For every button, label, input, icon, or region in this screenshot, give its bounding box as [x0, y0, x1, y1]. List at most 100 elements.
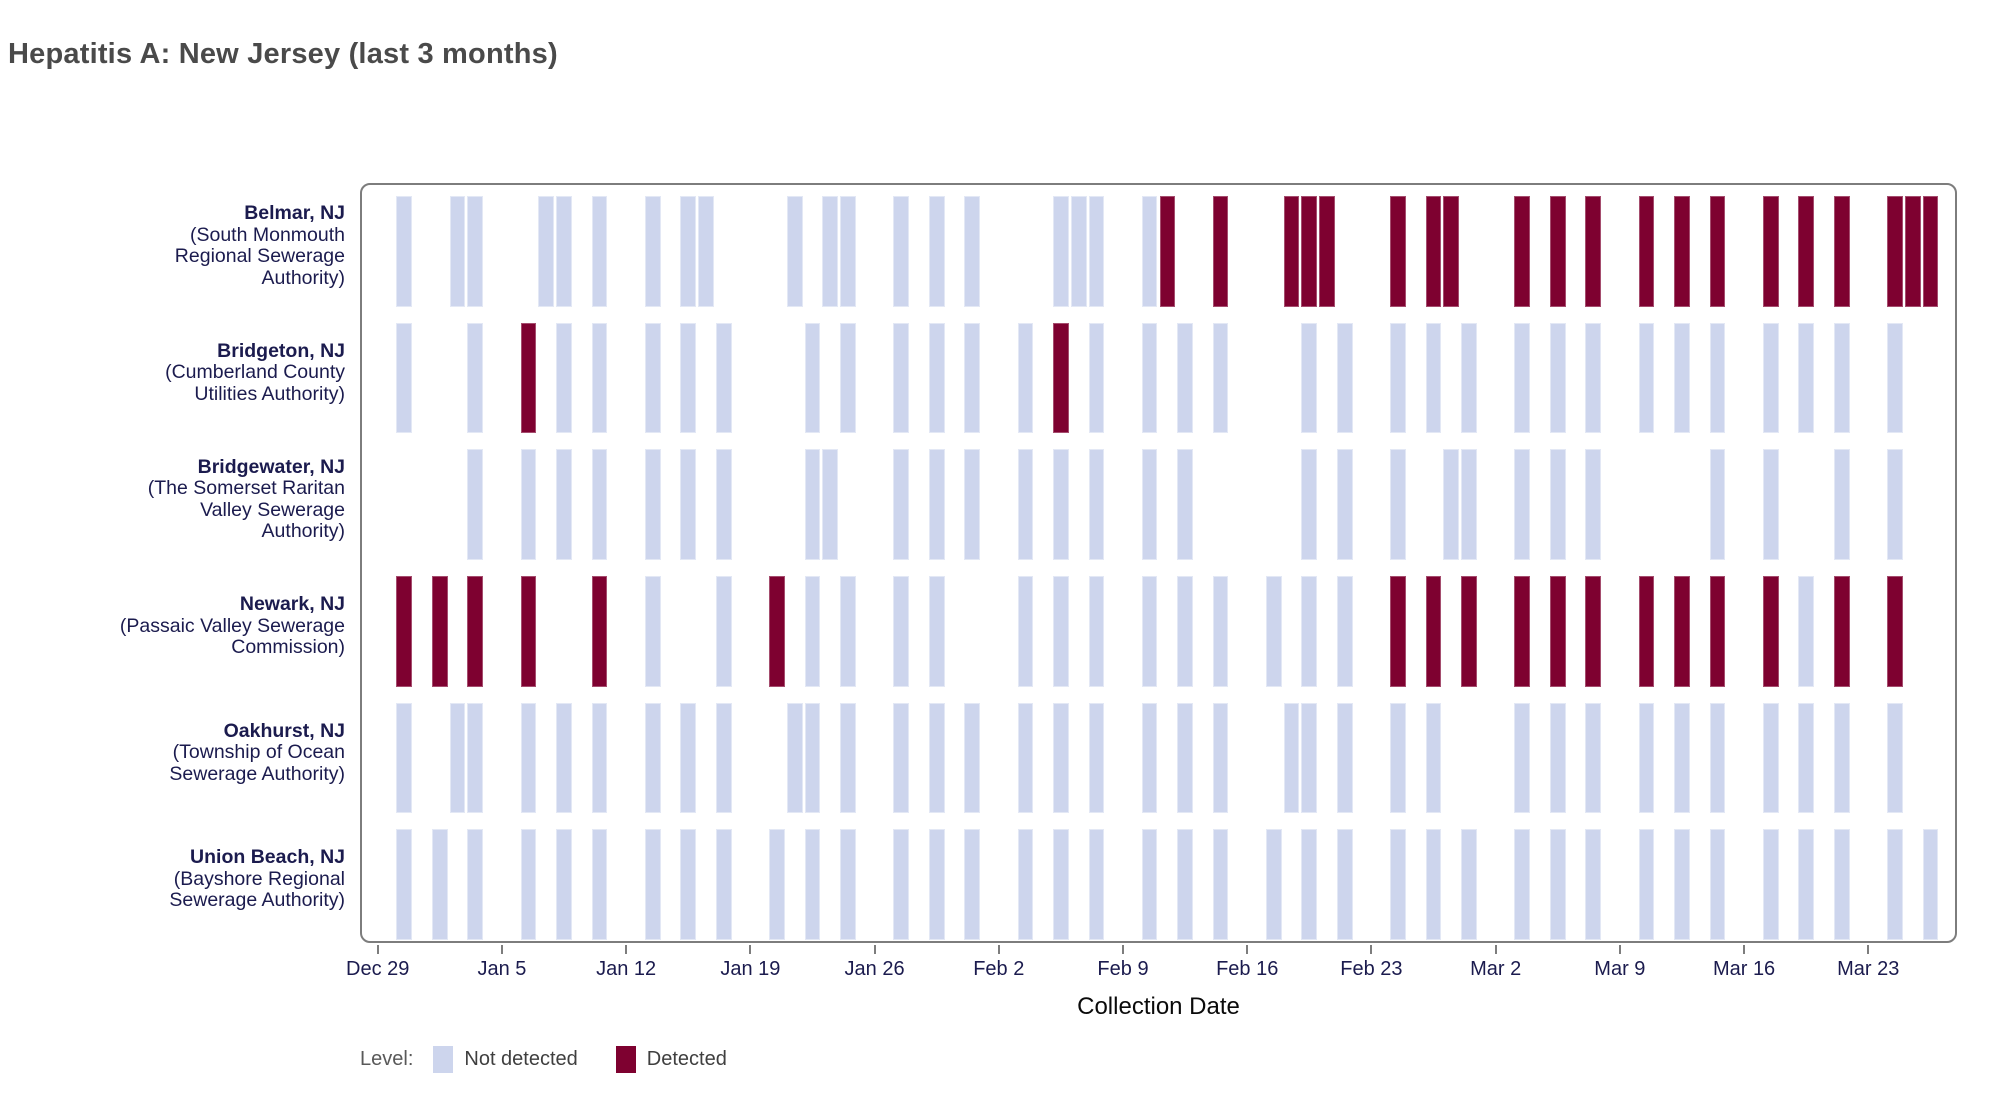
sample-tile[interactable]	[520, 829, 537, 940]
sample-tile[interactable]	[1922, 196, 1939, 307]
sample-tile[interactable]	[556, 322, 572, 434]
sample-tile[interactable]	[1053, 449, 1069, 560]
sample-tile[interactable]	[804, 829, 821, 940]
sample-tile[interactable]	[1017, 449, 1034, 560]
sample-tile[interactable]	[769, 829, 785, 940]
sample-tile[interactable]	[1177, 322, 1193, 434]
sample-tile[interactable]	[644, 196, 661, 307]
sample-tile[interactable]	[1585, 829, 1602, 940]
sample-tile[interactable]	[644, 576, 661, 687]
sample-tile[interactable]	[1390, 196, 1406, 307]
sample-tile[interactable]	[1549, 829, 1566, 940]
sample-tile[interactable]	[1674, 576, 1690, 687]
sample-tile[interactable]	[822, 196, 839, 307]
sample-tile[interactable]	[1762, 576, 1779, 687]
sample-tile[interactable]	[591, 702, 608, 814]
sample-tile[interactable]	[1887, 322, 1903, 434]
sample-tile[interactable]	[1301, 576, 1318, 687]
sample-tile[interactable]	[964, 196, 981, 307]
sample-tile[interactable]	[556, 829, 572, 940]
sample-tile[interactable]	[1461, 829, 1477, 940]
sample-tile[interactable]	[1887, 702, 1903, 814]
sample-tile[interactable]	[1212, 702, 1229, 814]
sample-tile[interactable]	[644, 322, 661, 434]
sample-tile[interactable]	[520, 702, 537, 814]
sample-tile[interactable]	[1070, 196, 1087, 307]
sample-tile[interactable]	[1887, 829, 1903, 940]
sample-tile[interactable]	[1336, 449, 1353, 560]
sample-tile[interactable]	[467, 322, 484, 434]
sample-tile[interactable]	[928, 576, 945, 687]
sample-tile[interactable]	[556, 449, 572, 560]
sample-tile[interactable]	[928, 829, 945, 940]
sample-tile[interactable]	[1088, 196, 1105, 307]
sample-tile[interactable]	[715, 702, 732, 814]
sample-tile[interactable]	[538, 196, 555, 307]
sample-tile[interactable]	[556, 702, 572, 814]
sample-tile[interactable]	[1887, 449, 1903, 560]
sample-tile[interactable]	[1141, 322, 1158, 434]
sample-tile[interactable]	[1904, 196, 1921, 307]
sample-tile[interactable]	[1390, 829, 1406, 940]
sample-tile[interactable]	[1674, 196, 1690, 307]
sample-tile[interactable]	[1141, 576, 1158, 687]
sample-tile[interactable]	[1053, 322, 1069, 434]
sample-tile[interactable]	[1833, 322, 1850, 434]
sample-tile[interactable]	[964, 449, 981, 560]
sample-tile[interactable]	[928, 196, 945, 307]
sample-tile[interactable]	[1212, 576, 1229, 687]
sample-tile[interactable]	[1887, 576, 1903, 687]
sample-tile[interactable]	[1549, 322, 1566, 434]
sample-tile[interactable]	[1177, 829, 1193, 940]
sample-tile[interactable]	[396, 576, 413, 687]
sample-tile[interactable]	[1709, 449, 1726, 560]
sample-tile[interactable]	[520, 576, 537, 687]
sample-tile[interactable]	[1088, 829, 1105, 940]
sample-tile[interactable]	[591, 322, 608, 434]
sample-tile[interactable]	[1301, 449, 1318, 560]
sample-tile[interactable]	[1461, 322, 1477, 434]
sample-tile[interactable]	[1549, 449, 1566, 560]
sample-tile[interactable]	[680, 702, 697, 814]
sample-tile[interactable]	[1301, 322, 1318, 434]
sample-tile[interactable]	[928, 702, 945, 814]
sample-tile[interactable]	[1053, 576, 1069, 687]
sample-tile[interactable]	[1762, 449, 1779, 560]
sample-tile[interactable]	[396, 196, 413, 307]
sample-tile[interactable]	[804, 322, 821, 434]
sample-tile[interactable]	[1514, 322, 1531, 434]
sample-tile[interactable]	[1762, 702, 1779, 814]
sample-tile[interactable]	[431, 829, 448, 940]
sample-tile[interactable]	[1336, 576, 1353, 687]
sample-tile[interactable]	[786, 196, 803, 307]
sample-tile[interactable]	[1265, 829, 1282, 940]
sample-tile[interactable]	[893, 322, 910, 434]
sample-tile[interactable]	[1301, 196, 1318, 307]
sample-tile[interactable]	[1336, 829, 1353, 940]
sample-tile[interactable]	[804, 576, 821, 687]
sample-tile[interactable]	[1461, 449, 1477, 560]
sample-tile[interactable]	[1141, 829, 1158, 940]
sample-tile[interactable]	[1177, 576, 1193, 687]
sample-tile[interactable]	[1514, 702, 1531, 814]
sample-tile[interactable]	[964, 829, 981, 940]
sample-tile[interactable]	[467, 576, 484, 687]
sample-tile[interactable]	[1301, 702, 1318, 814]
sample-tile[interactable]	[1585, 702, 1602, 814]
sample-tile[interactable]	[1141, 196, 1158, 307]
sample-tile[interactable]	[1638, 196, 1655, 307]
sample-tile[interactable]	[644, 829, 661, 940]
sample-tile[interactable]	[1177, 449, 1193, 560]
sample-tile[interactable]	[1585, 322, 1602, 434]
sample-tile[interactable]	[467, 196, 484, 307]
sample-tile[interactable]	[1549, 196, 1566, 307]
sample-tile[interactable]	[644, 449, 661, 560]
sample-tile[interactable]	[715, 829, 732, 940]
sample-tile[interactable]	[1212, 829, 1229, 940]
sample-tile[interactable]	[467, 449, 484, 560]
sample-tile[interactable]	[715, 576, 732, 687]
sample-tile[interactable]	[556, 196, 572, 307]
sample-tile[interactable]	[1638, 322, 1655, 434]
sample-tile[interactable]	[1709, 576, 1726, 687]
sample-tile[interactable]	[1053, 196, 1069, 307]
